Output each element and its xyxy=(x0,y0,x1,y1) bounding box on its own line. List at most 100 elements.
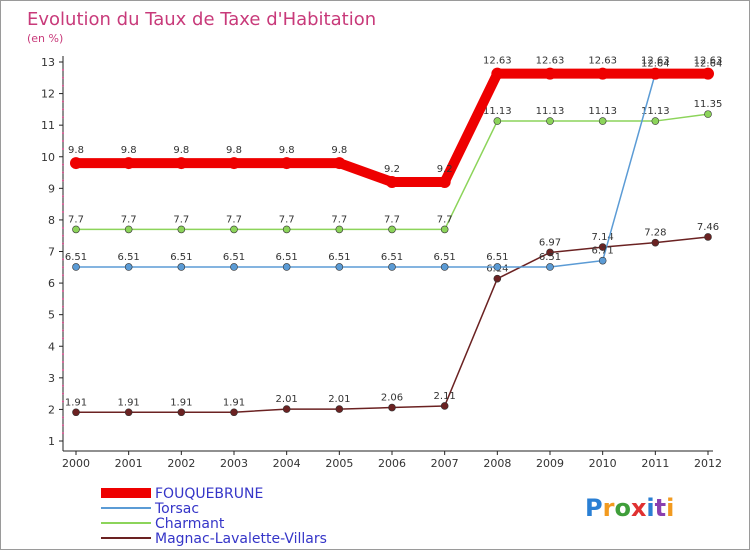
y-tick-label: 6 xyxy=(48,277,55,290)
data-point xyxy=(177,263,186,271)
data-point xyxy=(438,176,451,189)
data-point xyxy=(124,225,133,234)
data-label: 7.7 xyxy=(173,214,189,225)
data-point xyxy=(388,225,396,234)
data-label: 2.11 xyxy=(434,391,456,402)
data-point xyxy=(335,405,344,413)
legend-item: Magnac-Lavalette-Villars xyxy=(101,531,327,547)
y-minor-tick xyxy=(62,400,64,403)
data-point xyxy=(72,225,80,234)
y-minor-tick xyxy=(62,179,64,182)
y-minor-tick xyxy=(62,392,64,395)
y-tick-label: 2 xyxy=(48,403,55,416)
data-point xyxy=(493,117,502,125)
data-point xyxy=(493,263,502,271)
x-tick-label: 2004 xyxy=(273,457,301,470)
series-layer: 1.911.911.911.912.012.012.062.116.146.97… xyxy=(65,56,723,417)
data-label: 6.51 xyxy=(539,252,561,263)
logo-letter: o xyxy=(614,494,631,522)
data-point xyxy=(388,263,396,271)
logo-text: Proxiti xyxy=(585,494,674,522)
x-tick-label: 2011 xyxy=(641,457,669,470)
y-minor-tick xyxy=(62,266,64,269)
data-point xyxy=(649,67,662,80)
data-point xyxy=(282,225,291,234)
y-minor-tick xyxy=(62,305,64,308)
y-minor-tick xyxy=(62,195,64,198)
data-label: 7.7 xyxy=(384,214,400,225)
y-minor-tick xyxy=(62,163,64,166)
y-tick-label: 1 xyxy=(48,435,55,448)
data-point xyxy=(230,225,238,234)
y-tick-label: 9 xyxy=(48,182,55,195)
y-tick-label: 5 xyxy=(48,309,55,322)
series-fouquebrune: 9.8 9.8 9.8 9.8 9.8 9.89.2 9.212.63 12.63 12.63 1… xyxy=(68,56,722,189)
data-label: 6.97 xyxy=(539,237,561,248)
data-label: 12.63 xyxy=(536,56,565,67)
data-label: 11.35 xyxy=(694,99,723,110)
y-tick-label: 10 xyxy=(41,151,55,164)
data-label: 7.14 xyxy=(592,232,614,243)
data-point xyxy=(282,405,291,413)
logo-letter: x xyxy=(631,494,647,522)
y-minor-tick xyxy=(62,432,64,435)
data-label: 6.51 xyxy=(434,252,456,263)
data-label: 2.01 xyxy=(276,394,298,405)
x-tick-label: 2002 xyxy=(167,457,195,470)
data-label: 6.51 xyxy=(118,252,140,263)
proxiti-logo: Proxiti xyxy=(585,494,674,522)
data-point xyxy=(702,67,714,80)
data-point xyxy=(122,157,135,170)
x-tick-label: 2006 xyxy=(378,457,406,470)
y-tick-label: 4 xyxy=(48,340,55,353)
y-minor-tick xyxy=(62,84,64,87)
data-point xyxy=(177,225,186,234)
data-label: 6.71 xyxy=(592,246,614,257)
y-axis-label: (en %) xyxy=(27,32,63,45)
data-point xyxy=(544,67,556,80)
legend-label: Magnac-Lavalette-Villars xyxy=(155,531,327,547)
x-tick-label: 2009 xyxy=(536,457,564,470)
y-tick-label: 8 xyxy=(48,214,55,227)
data-point xyxy=(598,117,607,125)
y-tick-label: 13 xyxy=(41,56,55,69)
data-point xyxy=(230,408,238,417)
y-minor-tick xyxy=(62,211,64,214)
data-label: 11.13 xyxy=(588,106,617,117)
x-tick-label: 2008 xyxy=(483,457,511,470)
data-label: 11.13 xyxy=(483,106,512,117)
x-tick-label: 2007 xyxy=(431,457,459,470)
data-label: 9.8 xyxy=(226,145,242,156)
data-point xyxy=(491,67,504,80)
y-minor-tick xyxy=(62,368,64,371)
y-minor-tick xyxy=(62,297,64,300)
data-label: 7.7 xyxy=(331,214,347,225)
data-point xyxy=(546,117,554,125)
y-tick-label: 11 xyxy=(41,119,55,132)
data-point xyxy=(546,263,554,271)
y-minor-tick xyxy=(62,337,64,340)
data-point xyxy=(177,408,186,417)
logo-letter: P xyxy=(585,494,603,522)
data-label: 7.7 xyxy=(279,214,295,225)
y-minor-tick xyxy=(62,100,64,103)
data-label: 1.91 xyxy=(223,397,245,408)
y-minor-tick xyxy=(62,361,64,364)
y-minor-tick xyxy=(62,258,64,261)
data-point xyxy=(228,157,240,170)
data-point xyxy=(386,176,398,189)
y-tick-label: 3 xyxy=(48,372,55,385)
data-point xyxy=(72,263,80,271)
data-point xyxy=(335,263,344,271)
data-label: 7.46 xyxy=(697,222,719,233)
data-label: 9.8 xyxy=(279,145,295,156)
logo-letter: t xyxy=(655,494,666,522)
data-label: 7.28 xyxy=(644,228,666,239)
x-tick-label: 2012 xyxy=(694,457,722,470)
y-minor-tick xyxy=(62,147,64,150)
data-point xyxy=(124,263,133,271)
data-label: 9.8 xyxy=(173,145,189,156)
data-point xyxy=(704,110,712,118)
